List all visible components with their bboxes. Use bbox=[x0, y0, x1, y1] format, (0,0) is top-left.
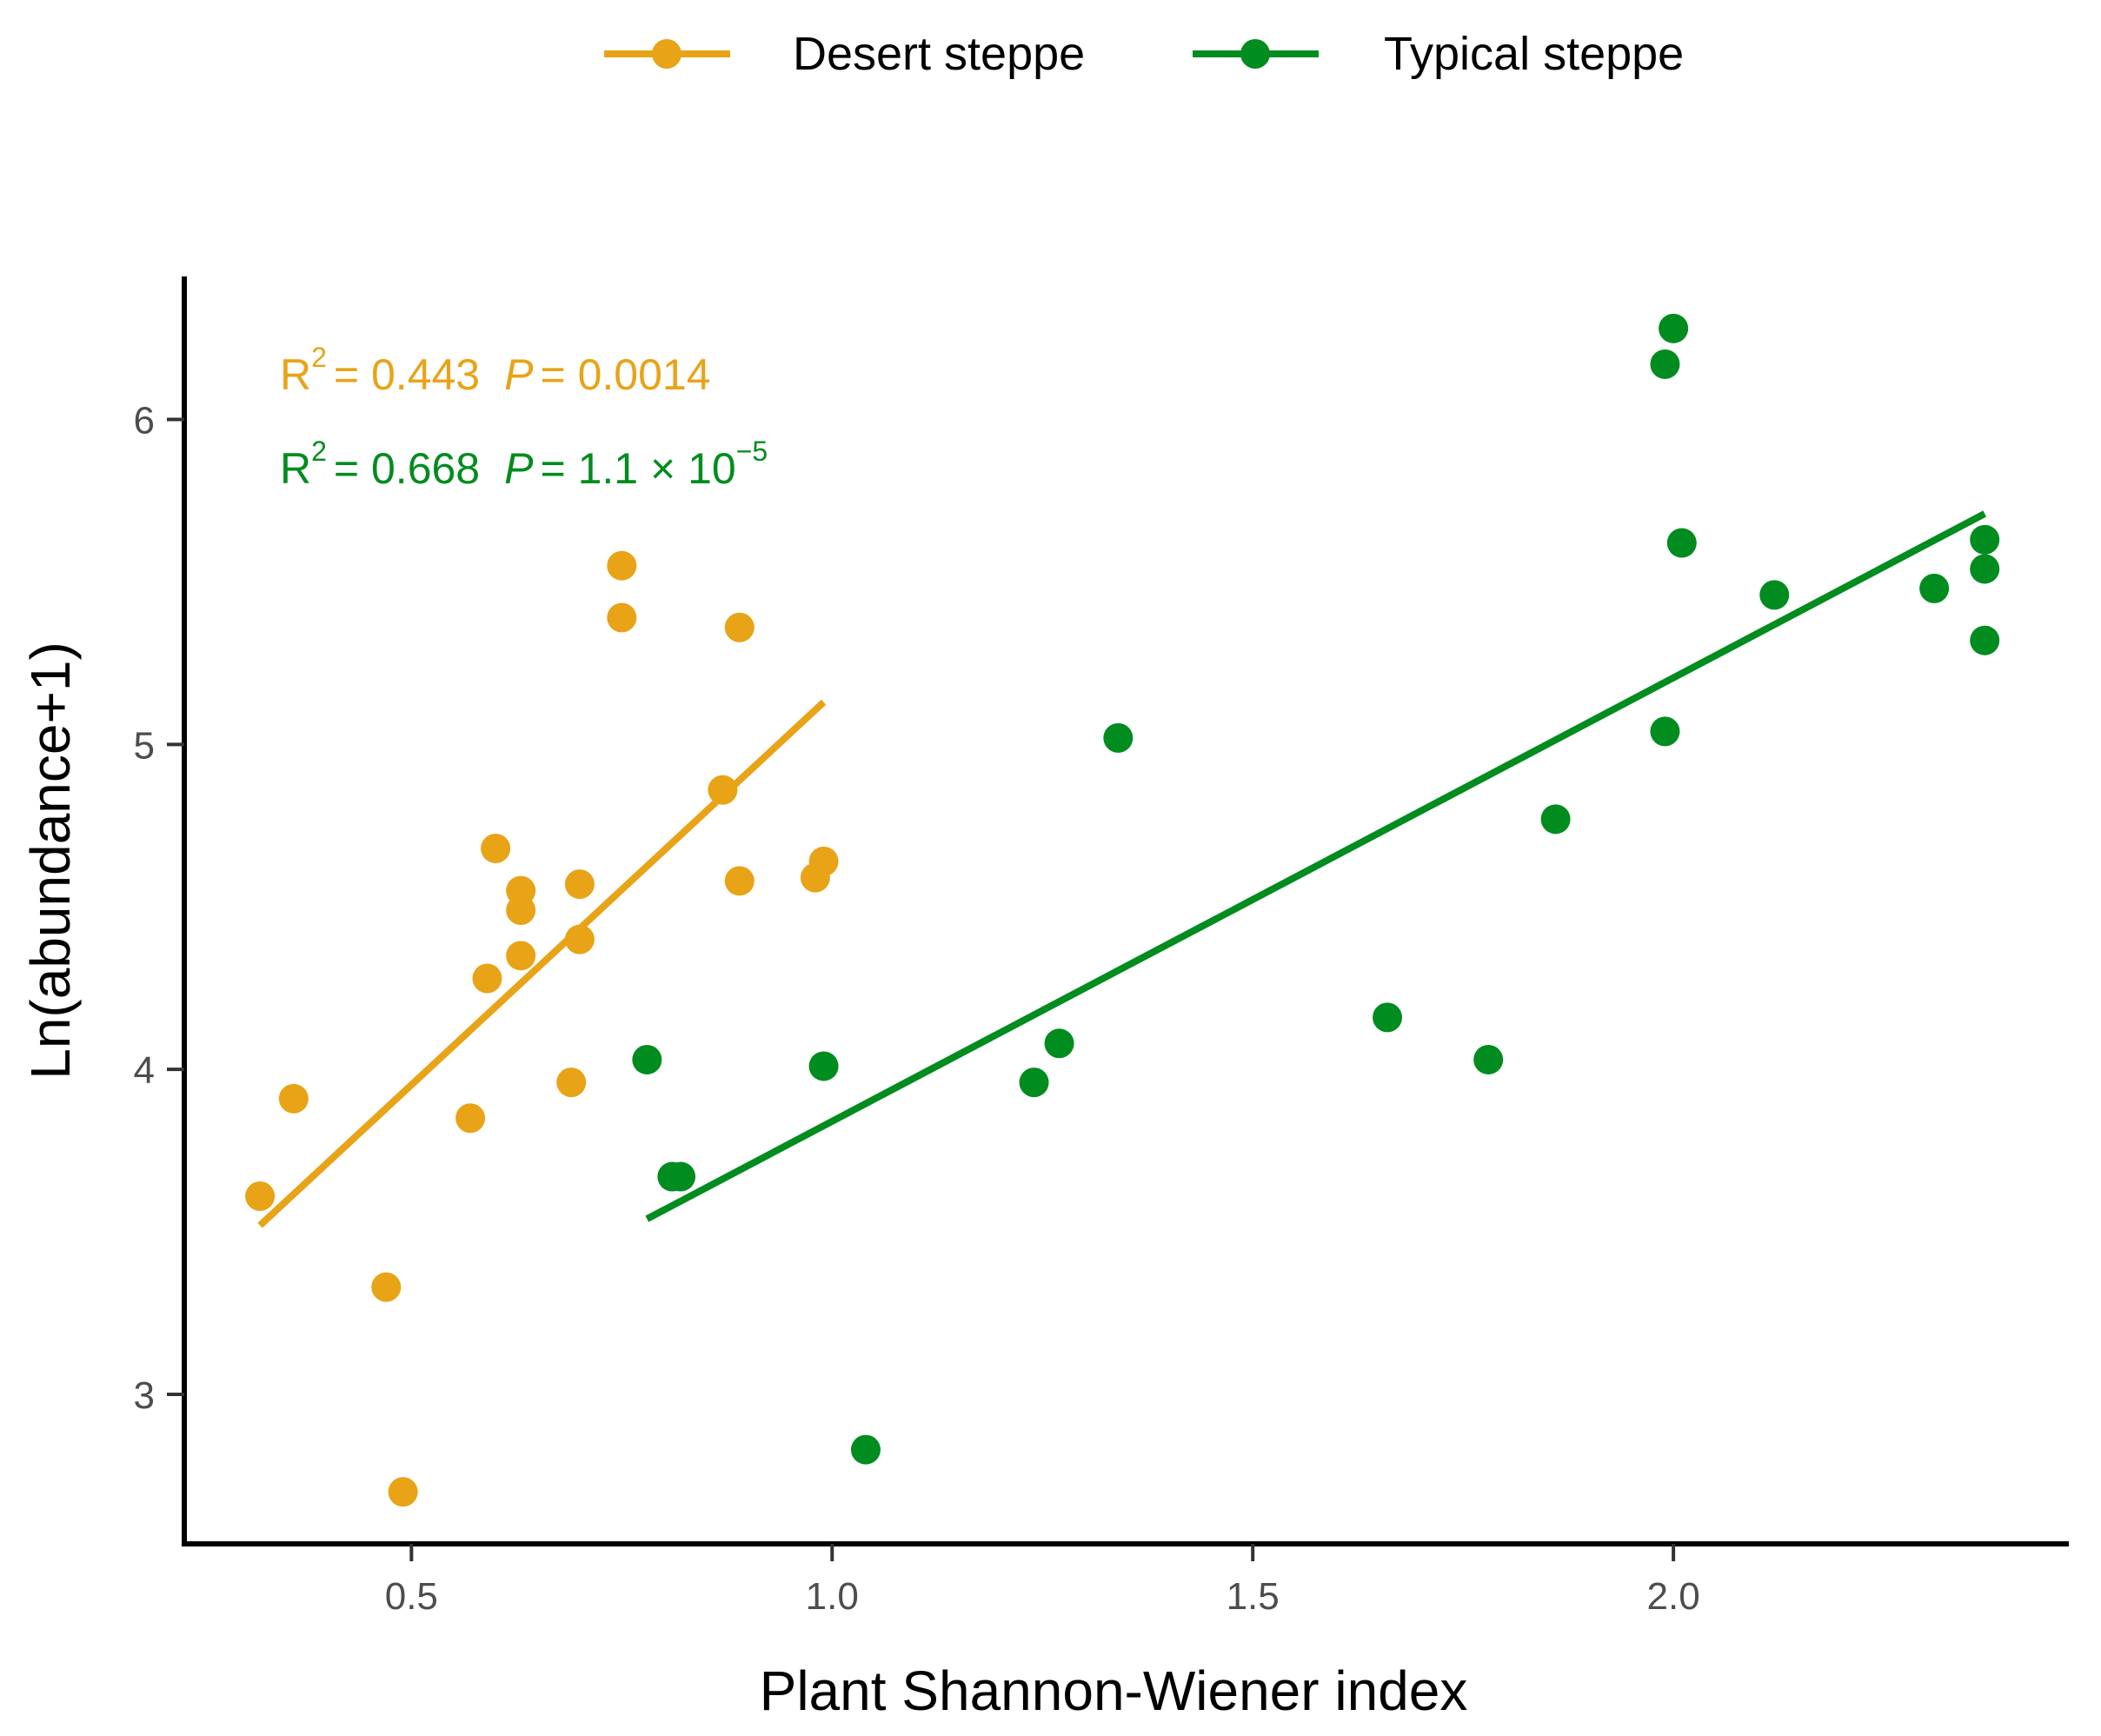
x-tick-label: 2.0 bbox=[1647, 1575, 1700, 1618]
point-typical-steppe bbox=[1919, 573, 1950, 603]
y-tick-label: 4 bbox=[134, 1049, 155, 1092]
point-typical-steppe bbox=[1970, 554, 2000, 584]
point-desert-steppe bbox=[607, 550, 637, 581]
point-typical-steppe bbox=[1103, 722, 1134, 753]
stat-r2-sup-typical: 2 bbox=[311, 436, 327, 467]
point-desert-steppe bbox=[808, 846, 839, 876]
point-typical-steppe bbox=[1473, 1044, 1504, 1074]
point-desert-steppe bbox=[564, 924, 595, 954]
point-typical-steppe bbox=[1970, 625, 2000, 655]
point-typical-steppe bbox=[1373, 1002, 1403, 1033]
y-axis-title: Ln(abundance+1) bbox=[19, 642, 82, 1080]
point-desert-steppe bbox=[278, 1083, 309, 1114]
legend: Desert steppe Typical steppe bbox=[604, 28, 1684, 80]
stat-r2-label-typical: R bbox=[280, 444, 311, 493]
y-tick-label: 6 bbox=[134, 399, 155, 442]
x-tick-label: 0.5 bbox=[385, 1575, 438, 1618]
point-typical-steppe bbox=[1019, 1068, 1049, 1098]
stat-r2-value-desert: = 0.443 bbox=[334, 350, 480, 399]
fit-line-typical-steppe bbox=[645, 510, 1987, 1222]
point-typical-steppe bbox=[1650, 716, 1680, 747]
point-desert-steppe bbox=[708, 775, 738, 805]
point-typical-steppe bbox=[1759, 580, 1790, 610]
stat-p-value-desert: = 0.0014 bbox=[540, 350, 710, 399]
stat-p-value-typical: = 1.1 × 10 bbox=[540, 444, 735, 493]
point-desert-steppe bbox=[724, 866, 755, 896]
point-desert-steppe bbox=[506, 875, 536, 906]
point-typical-steppe bbox=[1650, 349, 1680, 379]
point-desert-steppe bbox=[371, 1272, 402, 1302]
legend-label-desert-steppe: Desert steppe bbox=[793, 28, 1085, 80]
legend-marker-desert-steppe bbox=[652, 39, 681, 69]
point-desert-steppe bbox=[556, 1068, 587, 1098]
x-tick-label: 1.0 bbox=[806, 1575, 859, 1618]
stat-annotations: R2 = 0.443 P = 0.0014 R2 = 0.668 P = 1.1 × 10−… bbox=[280, 342, 768, 493]
x-ticks: 0.5 1.0 1.5 2.0 bbox=[385, 1544, 1700, 1618]
point-typical-steppe bbox=[850, 1434, 881, 1465]
data-points bbox=[245, 313, 2000, 1507]
stat-p-label-typical: P bbox=[504, 444, 534, 493]
point-desert-steppe bbox=[607, 602, 637, 633]
point-typical-steppe bbox=[666, 1161, 696, 1192]
stat-p-exponent-typical: −5 bbox=[736, 436, 768, 467]
point-desert-steppe bbox=[564, 869, 595, 900]
point-desert-steppe bbox=[388, 1477, 418, 1507]
point-typical-steppe bbox=[1970, 524, 2000, 555]
stat-r2-sup-desert: 2 bbox=[311, 342, 327, 373]
point-typical-steppe bbox=[1540, 804, 1571, 835]
stat-p-label-desert: P bbox=[504, 350, 534, 399]
legend-label-typical-steppe: Typical steppe bbox=[1384, 28, 1684, 80]
y-tick-label: 3 bbox=[134, 1374, 155, 1417]
point-typical-steppe bbox=[1044, 1028, 1074, 1059]
x-axis-title: Plant Shannon-Wiener index bbox=[760, 1660, 1468, 1722]
stat-r2-label-desert: R bbox=[280, 350, 311, 399]
point-typical-steppe bbox=[1666, 528, 1697, 558]
point-typical-steppe bbox=[632, 1044, 662, 1074]
point-typical-steppe bbox=[1659, 313, 1689, 343]
point-desert-steppe bbox=[724, 612, 755, 642]
point-desert-steppe bbox=[245, 1181, 276, 1211]
fit-line-desert-steppe bbox=[257, 699, 827, 1228]
point-desert-steppe bbox=[481, 833, 511, 863]
y-ticks: 3 4 5 6 bbox=[134, 399, 184, 1417]
point-desert-steppe bbox=[472, 963, 502, 994]
y-tick-label: 5 bbox=[134, 724, 155, 767]
legend-marker-typical-steppe bbox=[1240, 39, 1270, 69]
stat-r2-value-typical: = 0.668 bbox=[334, 444, 480, 493]
point-desert-steppe bbox=[455, 1103, 486, 1134]
stat-desert-steppe: R2 = 0.443 P = 0.0014 bbox=[280, 342, 711, 399]
stat-typical-steppe: R2 = 0.668 P = 1.1 × 10−5 bbox=[280, 436, 768, 493]
point-desert-steppe bbox=[506, 941, 536, 971]
axes: 0.5 1.0 1.5 2.0 3 4 5 6 bbox=[134, 276, 2069, 1618]
fit-lines bbox=[257, 510, 1987, 1228]
x-tick-label: 1.5 bbox=[1227, 1575, 1280, 1618]
point-typical-steppe bbox=[808, 1051, 839, 1081]
